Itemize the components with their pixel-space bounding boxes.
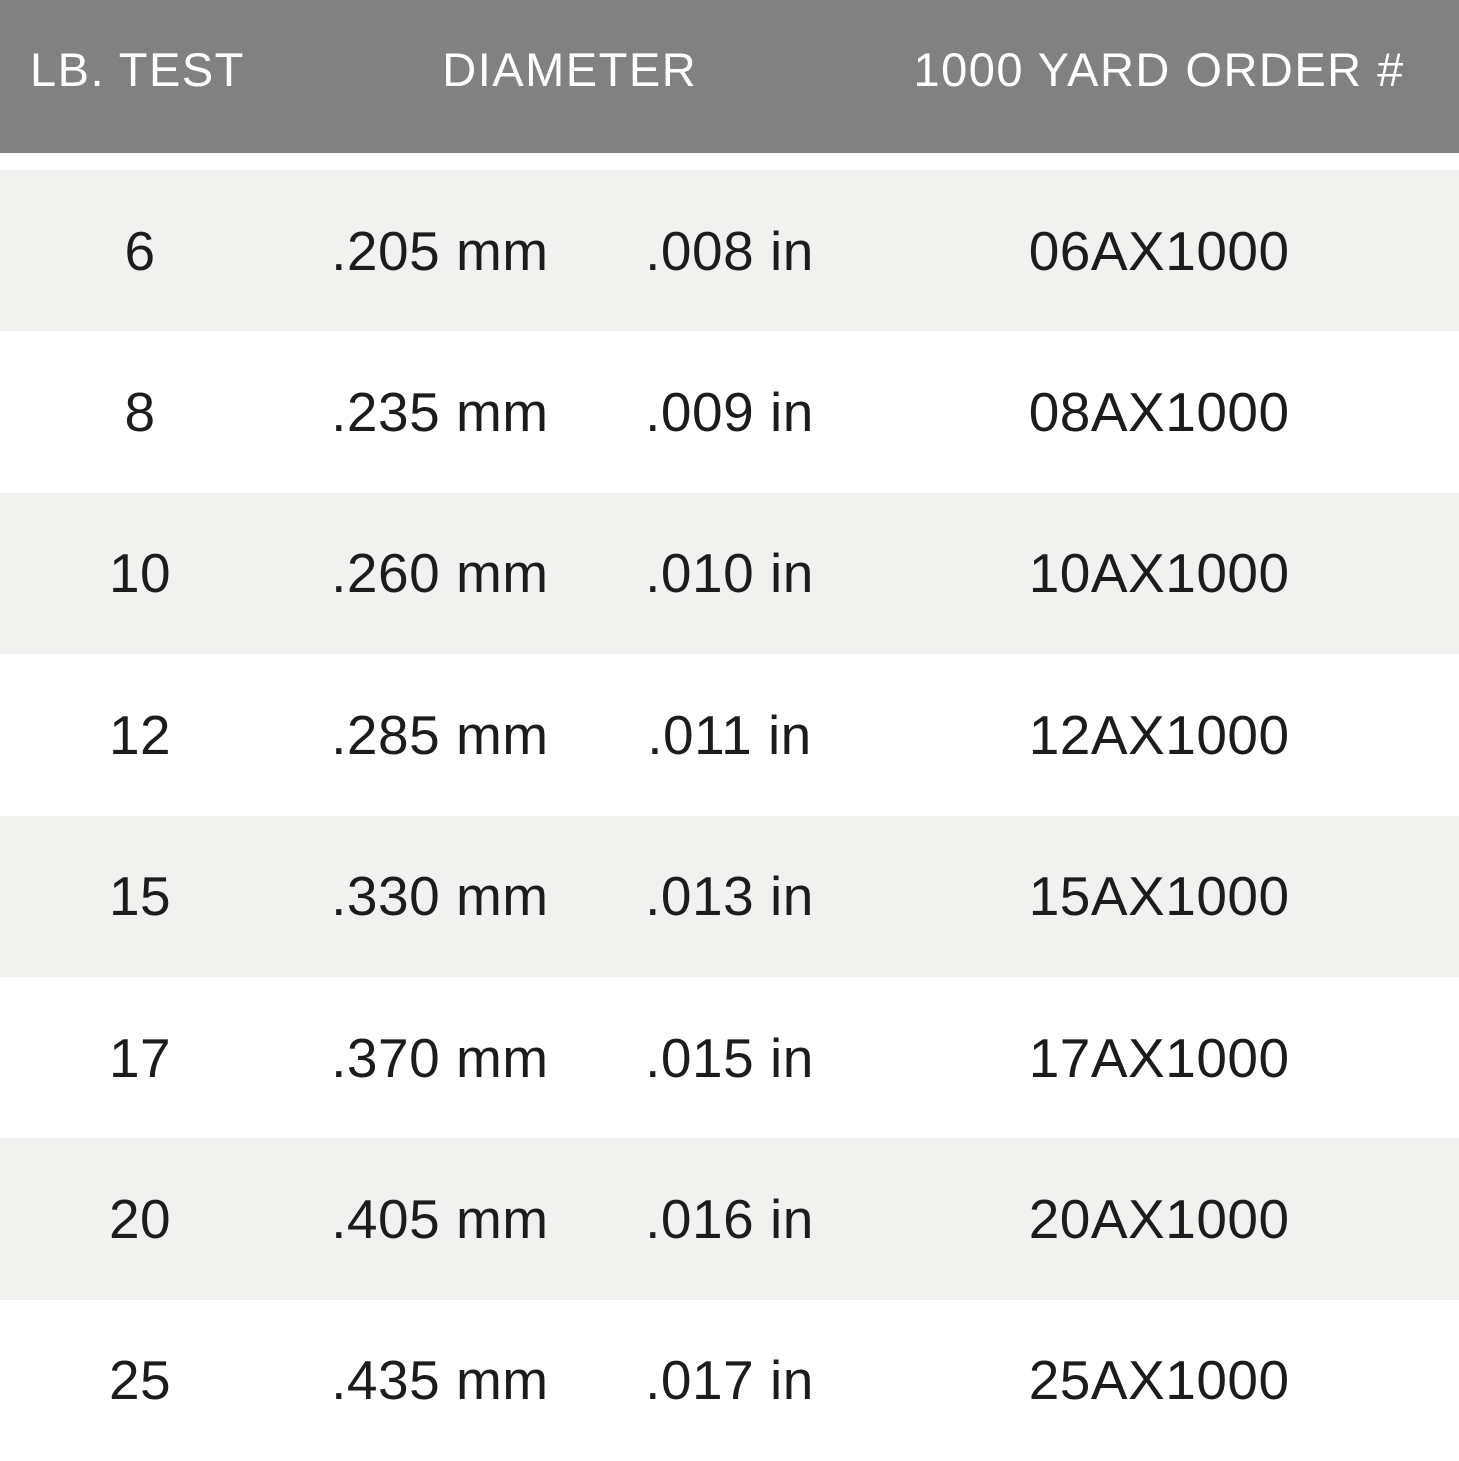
table-header-row: LB. TEST DIAMETER 1000 YARD ORDER # (0, 0, 1459, 153)
table-row: 20 .405 mm .016 in 20AX1000 (0, 1138, 1459, 1300)
header-diameter: DIAMETER (442, 43, 698, 96)
cell-order-number: 06AX1000 (1028, 219, 1290, 282)
cell-order-number: 25AX1000 (1028, 1349, 1290, 1412)
cell-lb-test: 12 (108, 703, 172, 766)
cell-diameter-in: .010 in (645, 542, 814, 605)
cell-diameter-mm: .330 mm (331, 865, 549, 928)
cell-order-number: 10AX1000 (1028, 542, 1290, 605)
cell-lb-test: 15 (108, 865, 172, 928)
cell-diameter-in: .008 in (645, 219, 814, 282)
header-spacer (0, 153, 1459, 170)
table-row: 12 .285 mm .011 in 12AX1000 (0, 654, 1459, 816)
table-row: 25 .435 mm .017 in 25AX1000 (0, 1299, 1459, 1461)
cell-diameter-mm: .235 mm (331, 381, 549, 444)
cell-order-number: 12AX1000 (1028, 703, 1290, 766)
cell-order-number: 08AX1000 (1028, 381, 1290, 444)
table-row: 10 .260 mm .010 in 10AX1000 (0, 492, 1459, 655)
cell-diameter-mm: .370 mm (331, 1026, 549, 1089)
cell-diameter-mm: .205 mm (331, 219, 549, 282)
cell-diameter-mm: .435 mm (331, 1349, 549, 1412)
cell-lb-test: 10 (108, 542, 172, 605)
cell-diameter-in: .013 in (645, 865, 814, 928)
table-row: 8 .235 mm .009 in 08AX1000 (0, 331, 1459, 493)
cell-order-number: 17AX1000 (1028, 1026, 1290, 1089)
cell-lb-test: 6 (124, 219, 156, 282)
cell-lb-test: 8 (124, 381, 156, 444)
table-row: 15 .330 mm .013 in 15AX1000 (0, 815, 1459, 977)
cell-order-number: 15AX1000 (1028, 865, 1290, 928)
table-body: 6 .205 mm .008 in 06AX1000 8 .235 mm .00… (0, 170, 1459, 1461)
header-lb-test: LB. TEST (30, 43, 245, 96)
cell-diameter-mm: .285 mm (331, 703, 549, 766)
cell-lb-test: 17 (108, 1026, 172, 1089)
header-order-number: 1000 YARD ORDER # (913, 43, 1405, 96)
cell-lb-test: 20 (108, 1187, 172, 1250)
cell-diameter-mm: .260 mm (331, 542, 549, 605)
cell-diameter-in: .016 in (645, 1187, 814, 1250)
cell-diameter-in: .017 in (645, 1349, 814, 1412)
table-row: 17 .370 mm .015 in 17AX1000 (0, 976, 1459, 1139)
cell-diameter-mm: .405 mm (331, 1187, 549, 1250)
cell-diameter-in: .015 in (645, 1026, 814, 1089)
table-row: 6 .205 mm .008 in 06AX1000 (0, 170, 1459, 332)
cell-diameter-in: .009 in (645, 381, 814, 444)
cell-diameter-in: .011 in (647, 703, 812, 766)
cell-lb-test: 25 (108, 1349, 172, 1412)
cell-order-number: 20AX1000 (1028, 1187, 1290, 1250)
